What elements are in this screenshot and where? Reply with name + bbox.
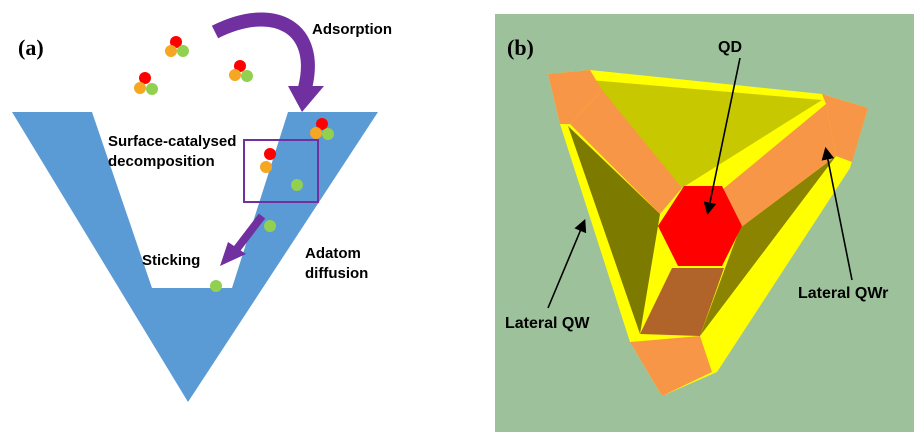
sticking-label: Sticking bbox=[142, 252, 200, 269]
adatom-label: Adatom bbox=[305, 245, 361, 262]
molecule bbox=[165, 36, 189, 57]
qwr-arm-left bbox=[570, 90, 682, 214]
adatom bbox=[264, 220, 276, 232]
qd-pointer bbox=[703, 57, 741, 216]
corner-bottom bbox=[630, 336, 712, 396]
molecule bbox=[310, 118, 334, 140]
sticking-arrow bbox=[220, 213, 266, 266]
corner-top-left bbox=[548, 70, 602, 124]
quantum-dot bbox=[658, 186, 742, 266]
corner-right bbox=[822, 94, 868, 162]
lateral-qwr-label: Lateral QWr bbox=[798, 285, 888, 302]
v-groove-substrate bbox=[12, 112, 378, 402]
right-facet bbox=[700, 156, 836, 336]
qwr-arm-bottom bbox=[640, 268, 724, 336]
molecule bbox=[229, 60, 253, 82]
diffusion-label: diffusion bbox=[305, 265, 368, 282]
adsorption-label: Adsorption bbox=[312, 21, 392, 38]
panel-a-label: (a) bbox=[18, 35, 44, 60]
decomposition-box bbox=[243, 139, 319, 203]
lateral-qwr-pointer bbox=[821, 146, 853, 281]
panel-b-label: (b) bbox=[507, 35, 534, 60]
adsorption-arrow bbox=[211, 12, 324, 112]
decomposed-fragments bbox=[260, 148, 303, 191]
lateral-qw-pointer bbox=[547, 219, 587, 309]
lateral-qw-label: Lateral QW bbox=[505, 315, 590, 332]
panel-b: (b) QD Lateral QWr Lateral QW bbox=[495, 14, 914, 432]
left-facet bbox=[568, 126, 660, 334]
stuck-adatom bbox=[210, 280, 222, 292]
molecule bbox=[134, 72, 158, 95]
decomposition-label: decomposition bbox=[108, 153, 215, 170]
panel-a: (a) Adsorption Surface-catalysed decompo… bbox=[12, 12, 392, 402]
surface-catalysed-label: Surface-catalysed bbox=[108, 133, 236, 150]
qwr-arm-right bbox=[722, 104, 836, 228]
upper-facet bbox=[590, 80, 822, 188]
qd-label: QD bbox=[718, 39, 742, 56]
